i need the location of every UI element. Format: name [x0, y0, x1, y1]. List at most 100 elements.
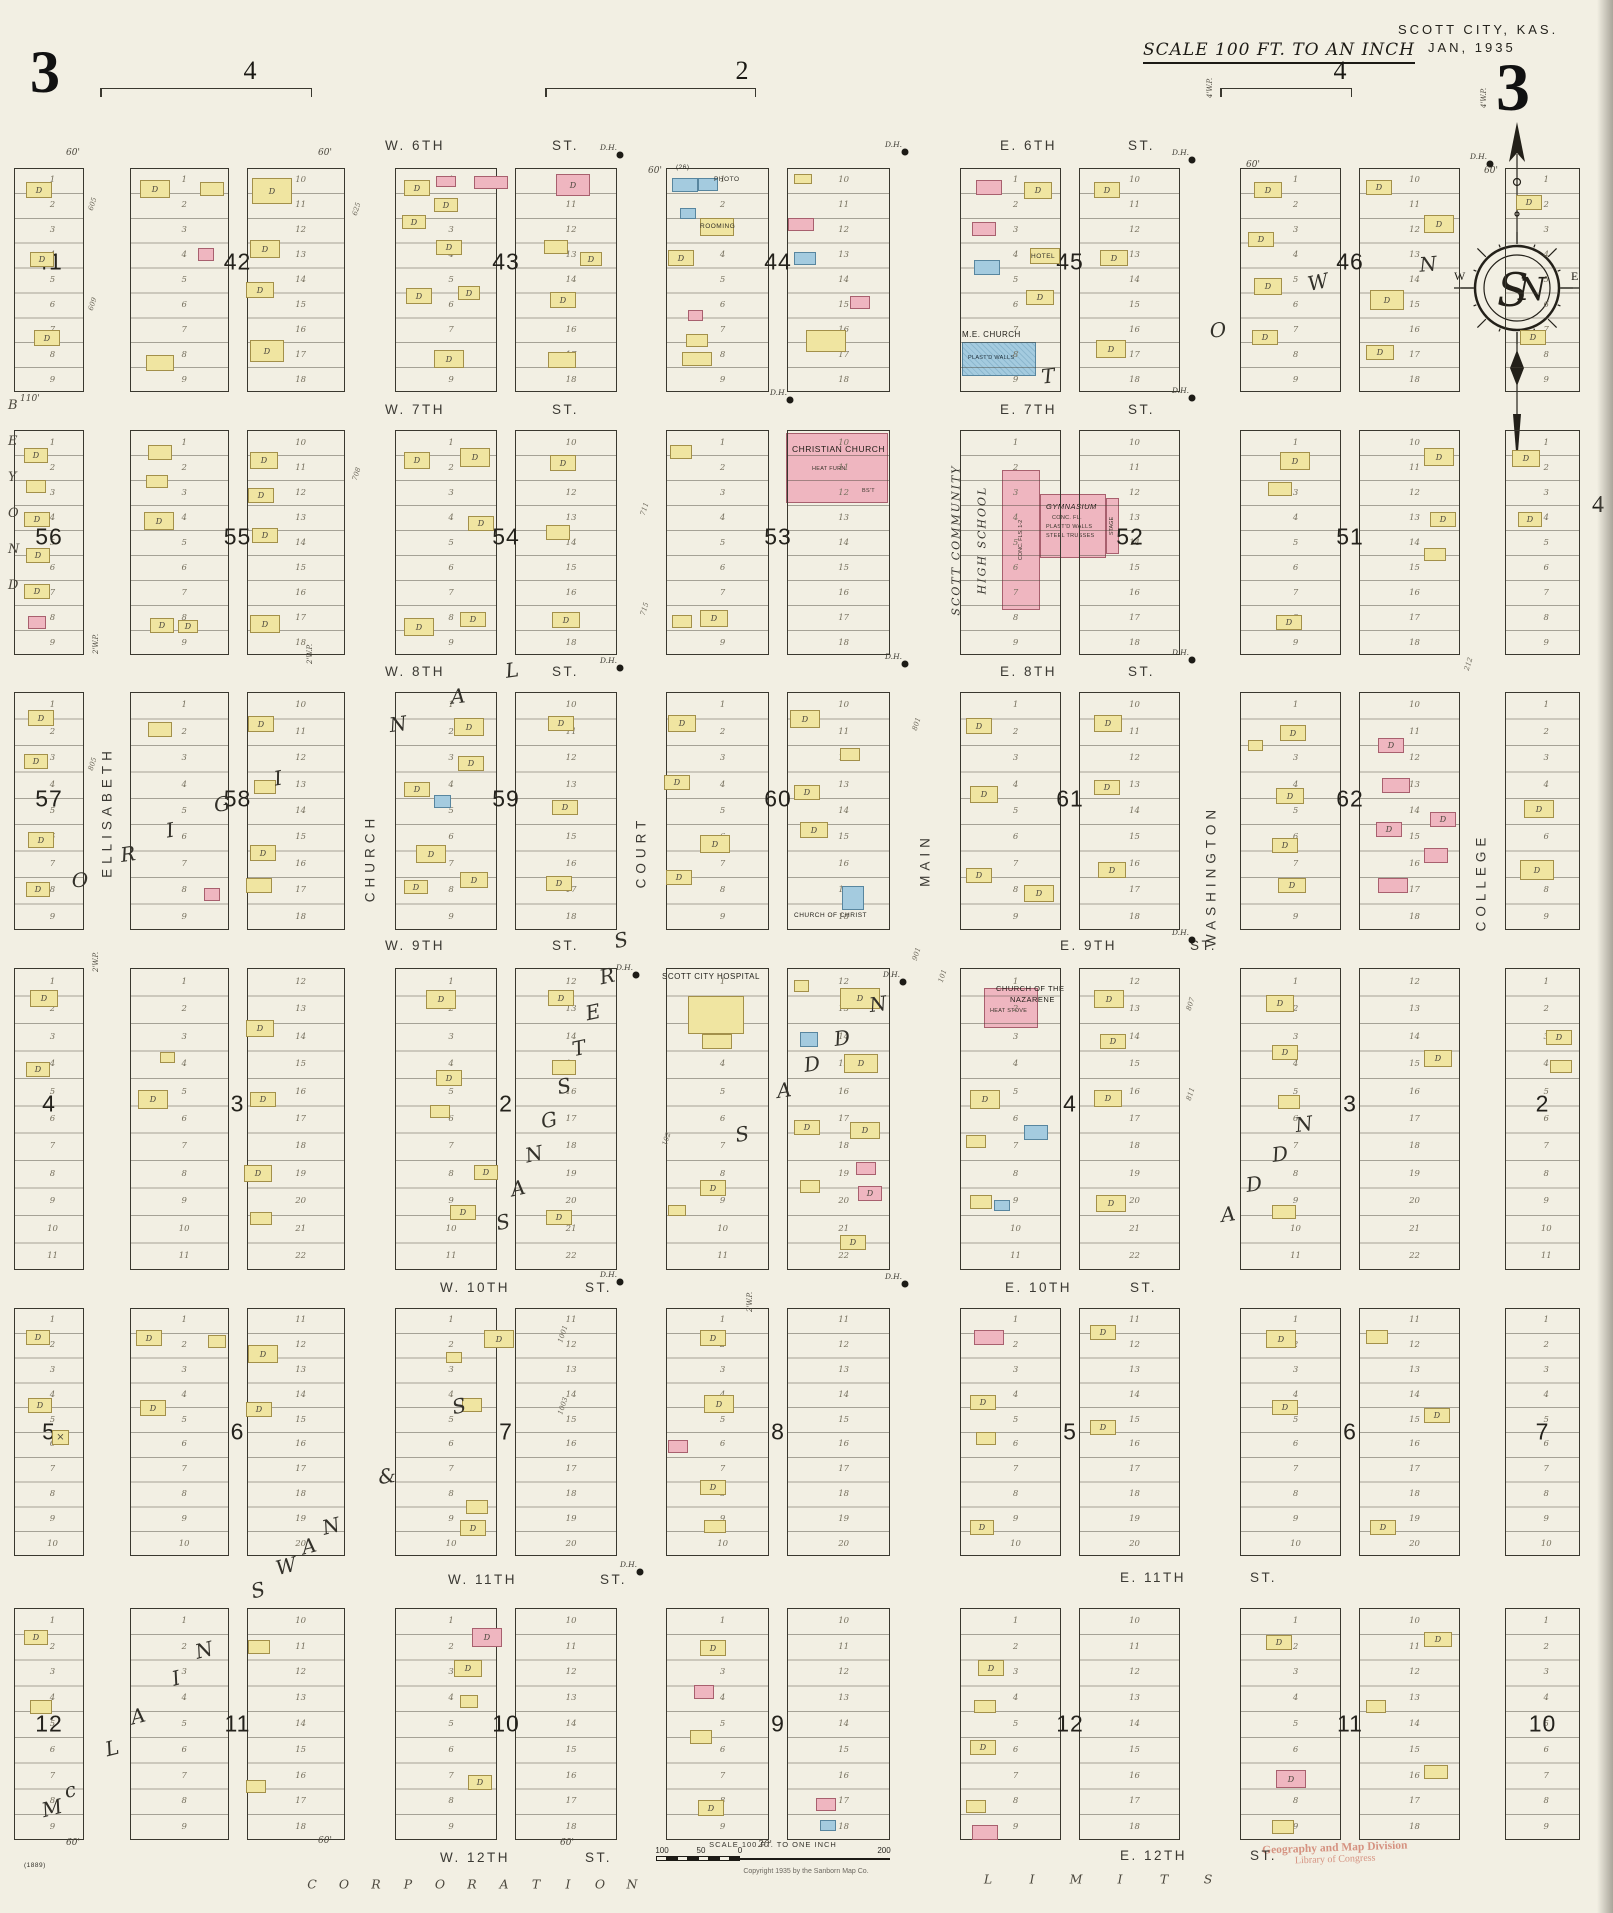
lot-number: 5	[448, 1086, 454, 1097]
scan-edge-shadow	[1597, 0, 1613, 1913]
lot-number: 16	[565, 587, 577, 598]
lot-number: 6	[448, 1114, 454, 1124]
house-number: 708	[350, 466, 363, 482]
lot-number: 3	[49, 1031, 56, 1042]
lot-number: 7	[181, 1770, 187, 1781]
lot-number: 9	[49, 1196, 56, 1207]
lot-number: 5	[1012, 1414, 1019, 1425]
lot-number: 16	[1129, 324, 1140, 335]
lot-number: 2	[1292, 1641, 1299, 1652]
building: D	[840, 988, 880, 1009]
building	[994, 1200, 1010, 1211]
lot-number: 15	[1129, 1059, 1140, 1070]
lot-number: 17	[565, 1114, 577, 1124]
house-number: 711	[638, 501, 651, 517]
lot-number: 8	[181, 612, 187, 623]
boundary-letter: I	[1117, 1871, 1123, 1887]
lot-number: 13	[1129, 1004, 1140, 1015]
lot-number: 2	[1292, 200, 1299, 211]
lot-number: 8	[49, 1489, 56, 1499]
block-number: 45	[1056, 248, 1084, 275]
lot-number: 2	[181, 1340, 187, 1351]
lot-number: 5	[719, 806, 726, 816]
lot-number: 3	[719, 753, 726, 764]
lot-number: 1	[49, 437, 56, 448]
building	[1272, 1820, 1294, 1834]
compass-rose-icon: S N W E	[1454, 122, 1580, 464]
double-hydrant-marker	[1188, 394, 1196, 402]
building	[842, 886, 864, 910]
lot-number: 12	[1129, 976, 1140, 987]
lot-number: 10	[1129, 437, 1140, 448]
lot-number: 11	[1129, 726, 1140, 737]
lot-number: 8	[181, 349, 187, 360]
building: D	[436, 240, 462, 255]
block-outline	[1240, 968, 1341, 1270]
lot-number: 18	[838, 1822, 850, 1833]
building	[700, 218, 734, 236]
lot-number: 12	[565, 753, 577, 764]
lot-number: 7	[1012, 1141, 1019, 1152]
lot-number: 2	[181, 462, 187, 473]
block-number: 3	[230, 1090, 245, 1117]
lot-number: 7	[50, 325, 55, 335]
addition-letter: D	[1270, 1141, 1290, 1167]
building	[198, 248, 214, 261]
building: D	[580, 252, 602, 266]
addition-letter: A	[1219, 1201, 1237, 1227]
scale-bar-segment	[698, 1856, 709, 1861]
adjacent-sheet-bracket	[545, 88, 756, 97]
lot-number: 11	[565, 1641, 577, 1652]
building	[430, 1105, 450, 1118]
lot-number: 2	[1543, 726, 1549, 737]
street-label: E. 6TH	[1000, 138, 1058, 153]
building: D	[1378, 738, 1404, 753]
building	[972, 222, 996, 236]
building: D	[698, 1800, 724, 1816]
scale-bar-mark: 0	[737, 1846, 743, 1855]
lot-number: 1	[1543, 976, 1549, 987]
lot-number: 3	[1292, 1031, 1299, 1042]
lot-number: 7	[1292, 587, 1299, 598]
lot-number: 14	[838, 275, 850, 285]
lot-number: 12	[838, 1340, 850, 1351]
building: D	[1424, 1408, 1450, 1423]
lot-number: 4	[1292, 779, 1299, 790]
building: D	[246, 282, 274, 298]
lot-number: 5	[1543, 1719, 1549, 1729]
building: D	[460, 448, 490, 467]
gymnasium-note2: PLAST'D WALLS	[1046, 524, 1093, 530]
lot-number: 1	[448, 437, 454, 448]
lot-number: 11	[1409, 200, 1420, 211]
building: D	[460, 612, 486, 627]
building: D	[1366, 345, 1394, 360]
building	[1248, 740, 1263, 751]
building	[246, 878, 272, 893]
building: D	[1094, 715, 1122, 732]
building: D	[1278, 878, 1306, 893]
building: D	[404, 880, 428, 894]
lot-number: 3	[448, 1031, 454, 1042]
building: D	[790, 710, 820, 728]
lot-number: 10	[47, 1538, 58, 1549]
lot-number: 7	[49, 1141, 56, 1152]
lot-number: 9	[719, 1822, 726, 1833]
building: D	[1098, 862, 1126, 878]
nazarene-label-line1: CHURCH OF THE	[996, 984, 1064, 993]
building	[806, 330, 846, 352]
building	[974, 1700, 996, 1713]
street-label: E. 12TH	[1120, 1848, 1188, 1863]
lot-number: 6	[1292, 1114, 1299, 1124]
lot-number: 9	[1292, 637, 1299, 648]
lot-number: 7	[1012, 1464, 1019, 1475]
lot-number: 9	[1012, 1196, 1019, 1207]
lot-number: 18	[1129, 1141, 1140, 1152]
double-hydrant-marker	[636, 1568, 644, 1576]
building: D	[1430, 812, 1456, 827]
building	[690, 1730, 712, 1744]
building: D	[250, 240, 280, 258]
lot-number: 14	[838, 1719, 850, 1729]
lot-number: 12	[295, 1340, 307, 1351]
width-annotation: 60'	[66, 1838, 80, 1848]
lot-number: 12	[1409, 1340, 1420, 1351]
